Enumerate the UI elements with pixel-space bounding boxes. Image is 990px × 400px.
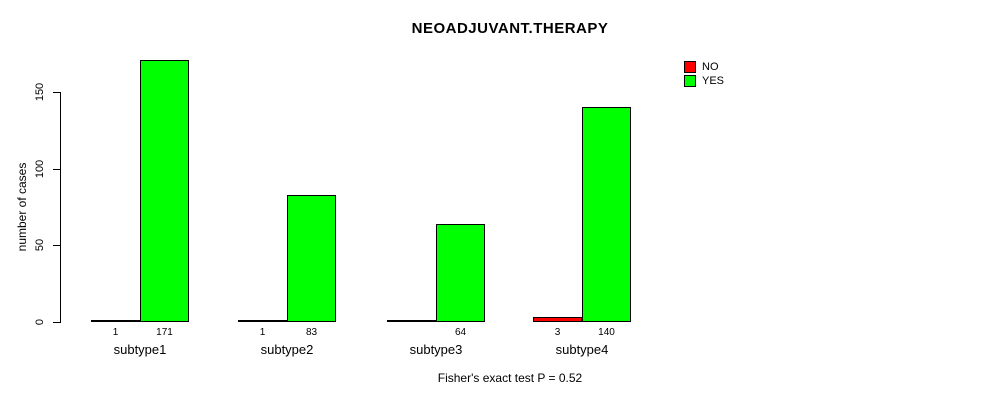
y-tick [53,92,60,93]
y-axis-label: number of cases [15,162,29,252]
category-label-subtype4: subtype4 [555,342,609,357]
category-label-subtype3: subtype3 [409,342,463,357]
bar-subtype2-no [238,320,287,322]
category-label-subtype1: subtype1 [113,342,167,357]
value-label-subtype2-no: 1 [259,327,266,338]
value-label-subtype1-no: 1 [112,327,119,338]
value-label-subtype2-yes: 83 [305,327,318,338]
y-tick-label: 50 [34,239,46,252]
legend-swatch-yes [684,75,696,87]
bar-subtype2-yes [287,194,336,322]
chart-title: NEOADJUVANT.THERAPY [411,20,609,37]
y-tick [53,322,60,323]
bar-subtype3-yes [436,223,485,322]
y-tick [53,245,60,247]
y-tick-label: 100 [34,159,46,178]
bar-subtype1-no [91,320,140,322]
bar-subtype3-no [387,320,436,322]
y-tick-label: 0 [34,318,46,326]
fisher-test-caption: Fisher's exact test P = 0.52 [437,371,583,385]
y-axis-line [60,92,61,323]
legend-label-yes: YES [702,75,725,87]
legend-swatch-no [684,61,696,73]
value-label-subtype3-yes: 64 [454,327,467,338]
value-label-subtype1-yes: 171 [156,327,173,338]
legend: NO YES [684,60,724,88]
y-tick-label: 150 [34,82,46,102]
legend-label-no: NO [702,61,719,73]
value-label-subtype4-yes: 140 [598,327,615,338]
y-tick [53,168,60,170]
bar-subtype4-yes [582,107,631,322]
bar-subtype1-yes [140,59,189,322]
bar-subtype4-no [533,317,582,322]
value-label-subtype4-no: 3 [554,327,561,338]
legend-item-no: NO [684,60,724,74]
legend-item-yes: YES [684,74,724,88]
category-label-subtype2: subtype2 [260,342,314,357]
